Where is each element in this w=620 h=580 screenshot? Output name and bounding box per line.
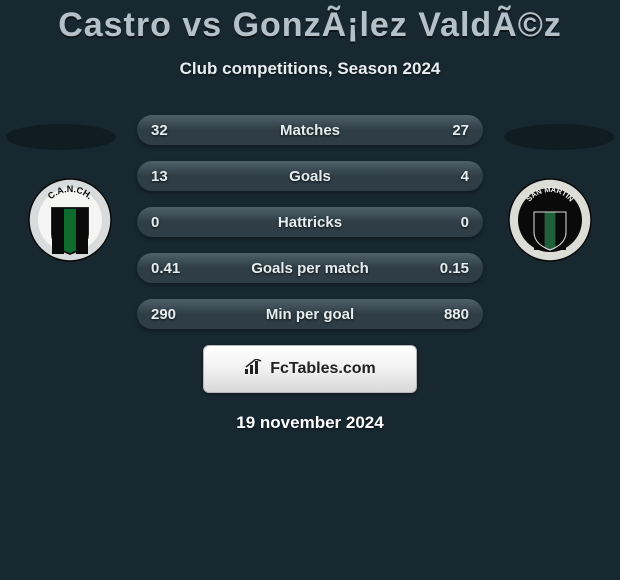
stat-label: Goals (137, 168, 483, 185)
stat-label: Hattricks (137, 214, 483, 231)
badge-shadow-right (504, 124, 614, 150)
club-badge-right: SAN MARTIN (500, 178, 600, 262)
page-title: Castro vs GonzÃ¡lez ValdÃ©z (0, 0, 620, 45)
stat-row: 0 Hattricks 0 (137, 207, 483, 237)
stat-row: 0.41 Goals per match 0.15 (137, 253, 483, 283)
footer-logo-box: FcTables.com (203, 345, 417, 393)
badge-shadow-left (6, 124, 116, 150)
page-subtitle: Club competitions, Season 2024 (0, 59, 620, 79)
stat-row: 13 Goals 4 (137, 161, 483, 191)
stat-label: Goals per match (137, 260, 483, 277)
stat-row: 32 Matches 27 (137, 115, 483, 145)
stat-row: 290 Min per goal 880 (137, 299, 483, 329)
stats-container: 32 Matches 27 13 Goals 4 0 Hattricks 0 0… (137, 115, 483, 329)
date-text: 19 november 2024 (0, 413, 620, 433)
stat-label: Matches (137, 122, 483, 139)
footer-logo-text: FcTables.com (270, 360, 376, 378)
club-badge-left: C.A.N.CH. (20, 178, 120, 262)
stat-label: Min per goal (137, 306, 483, 323)
bar-chart-icon (244, 359, 264, 380)
